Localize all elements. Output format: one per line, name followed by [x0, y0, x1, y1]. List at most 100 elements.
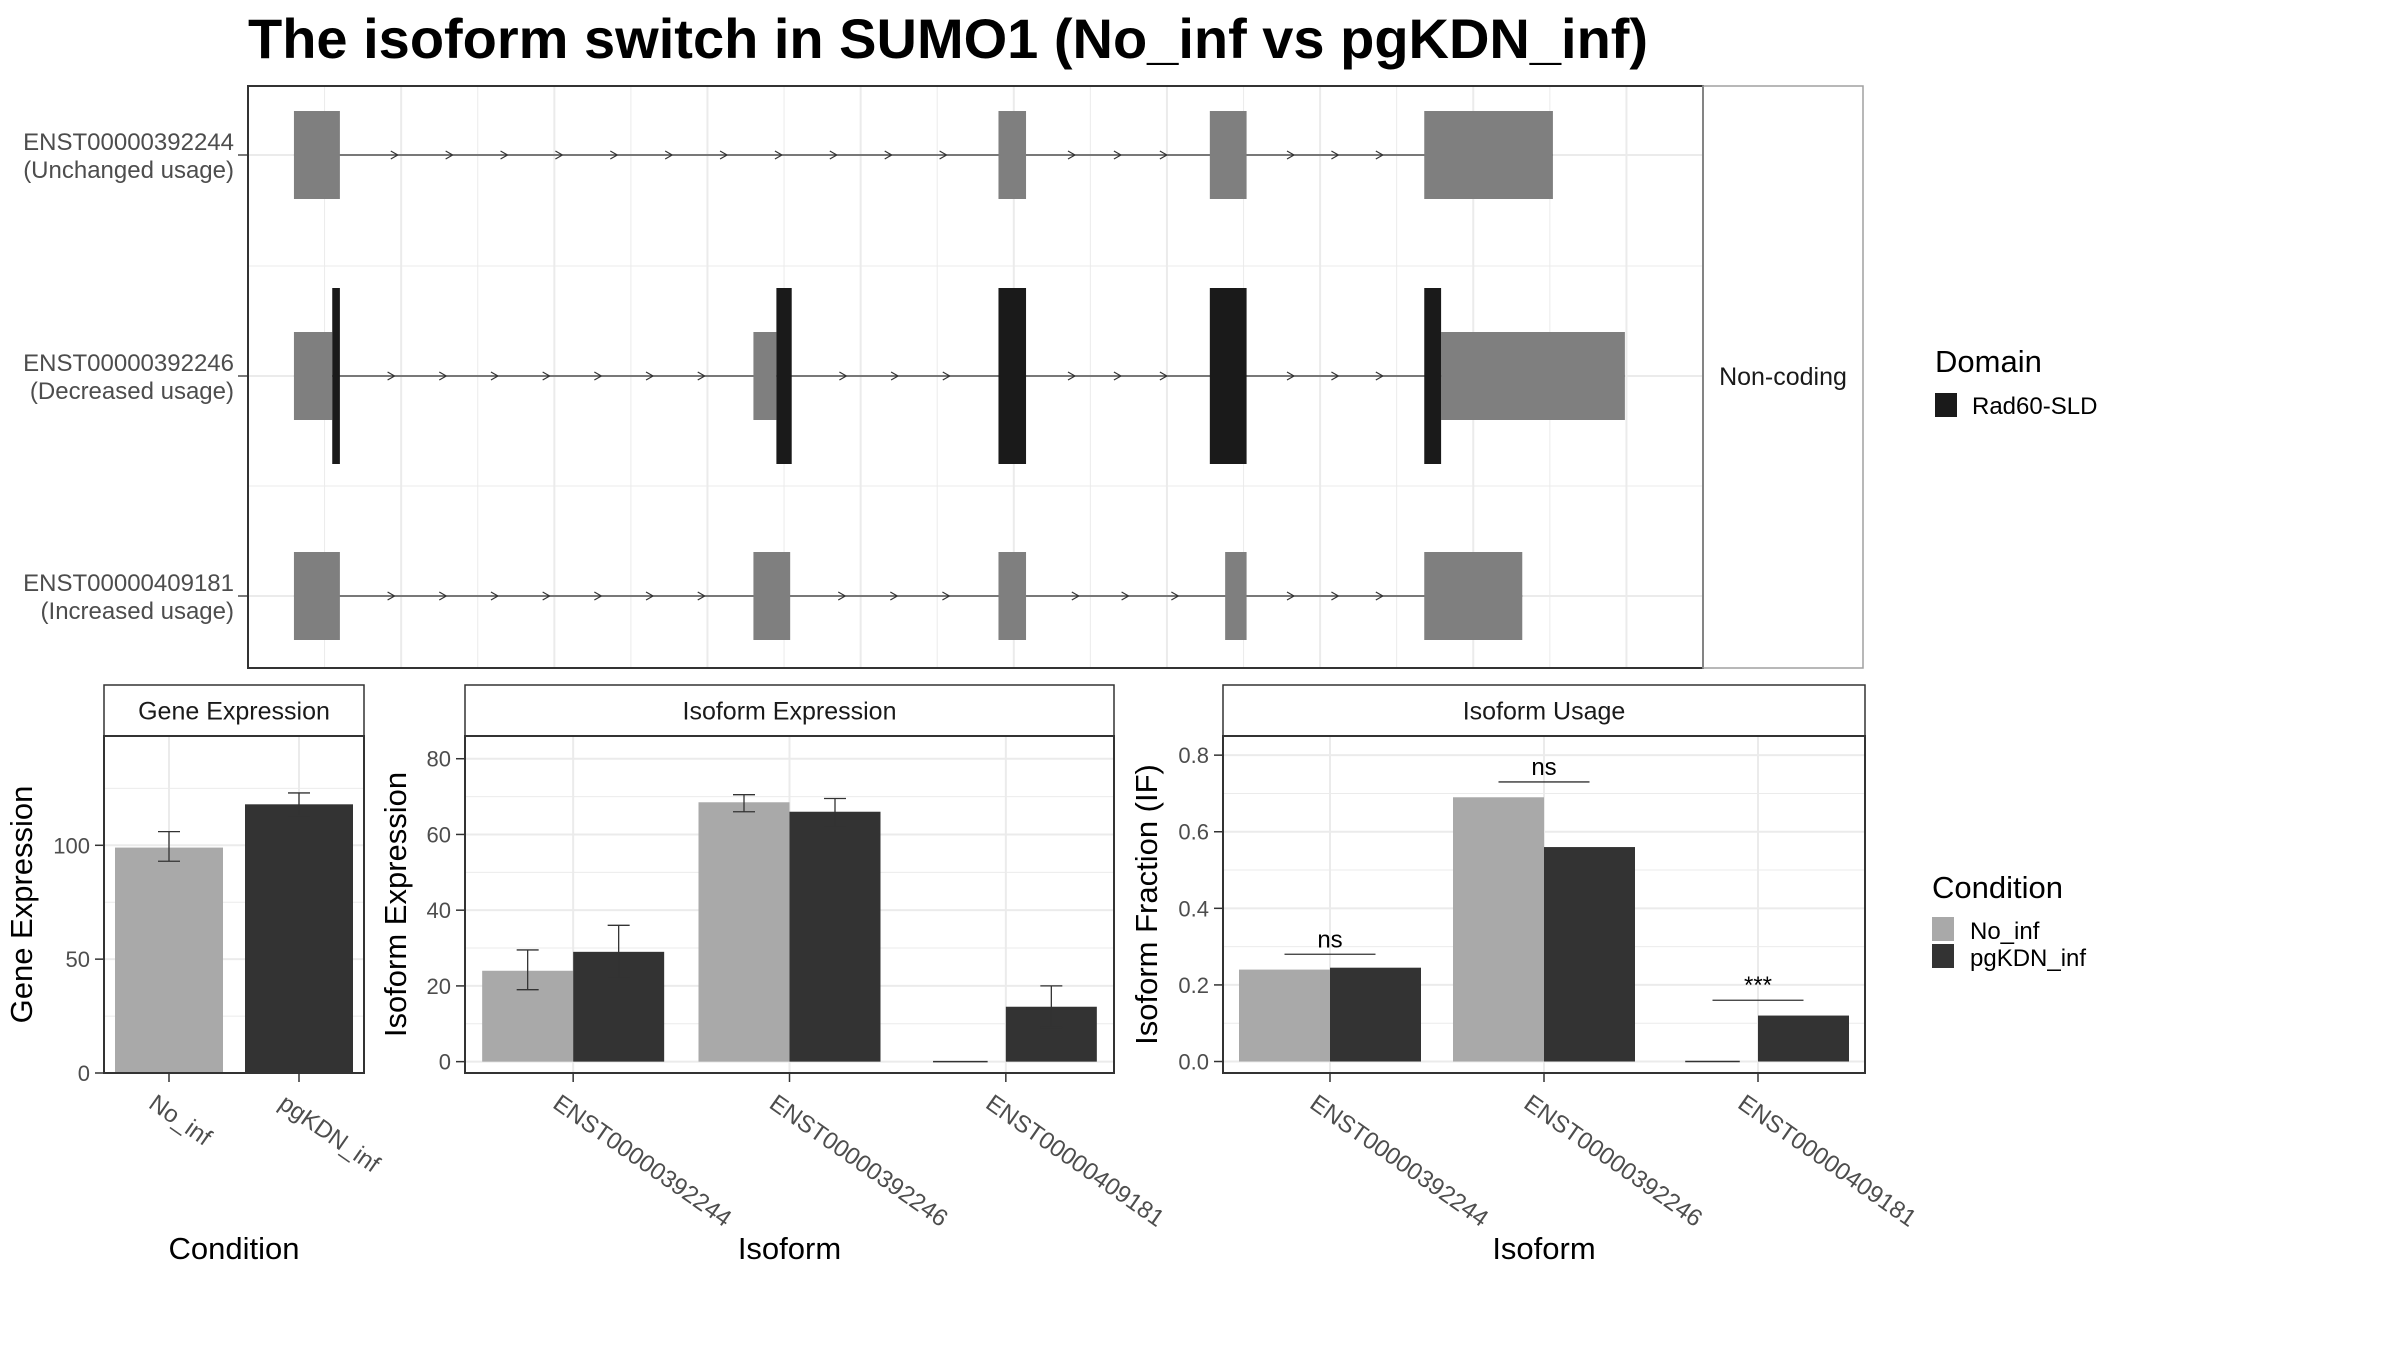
intron-direction-arrow	[542, 591, 551, 601]
intron-direction-arrow	[1071, 591, 1081, 601]
intron-direction-arrow	[610, 150, 619, 160]
intron-direction-arrow	[1286, 371, 1296, 381]
intron-direction-arrow	[390, 150, 399, 160]
intron-direction-arrow	[942, 371, 951, 381]
transcript-id-label: ENST00000392244	[23, 129, 234, 156]
intron-direction-arrow	[555, 150, 564, 160]
utr-exon	[293, 332, 333, 420]
intron-direction-arrow	[1159, 150, 1169, 160]
utr-exon	[293, 552, 340, 640]
isoform-expression-panel: Isoform Expression 0 20 40 60 80 ENST000003922…	[378, 684, 1169, 1266]
utr-exon	[293, 111, 340, 199]
utr-exon	[998, 552, 1027, 640]
intron-direction-arrow	[664, 150, 674, 160]
figure-title: The isoform switch in SUMO1 (No_inf vs p…	[248, 7, 1648, 70]
y-tick-label: 60	[427, 822, 451, 847]
y-axis-title: Isoform Expression	[378, 772, 413, 1037]
intron-direction-arrow	[1159, 371, 1169, 381]
domain-exon	[1209, 288, 1247, 464]
intron-direction-arrow	[890, 591, 899, 601]
panel-title: Isoform Expression	[683, 698, 897, 726]
intron-direction-arrow	[1375, 591, 1385, 601]
utr-exon	[1225, 552, 1247, 640]
x-tick-label: ENST00000392246	[764, 1090, 952, 1233]
condition-legend-label-pgkdn-inf: pgKDN_inf	[1970, 945, 2086, 972]
panel-title-strip	[1222, 684, 1866, 737]
utr-exon	[1209, 111, 1247, 199]
transcript-id-label: ENST00000409181	[23, 570, 234, 597]
panel-title-strip	[464, 684, 1115, 737]
y-tick-label: 0.4	[1178, 896, 1209, 921]
bar	[789, 811, 881, 1062]
utr-exon	[1424, 552, 1523, 640]
domain-legend-key	[1935, 393, 1957, 417]
condition-legend-label-no-inf: No_inf	[1970, 918, 2040, 945]
intron-direction-arrow	[697, 371, 706, 381]
transcript-usage-label: (Unchanged usage)	[23, 157, 234, 184]
y-tick-label: 0	[439, 1050, 451, 1075]
intron-direction-arrow	[719, 150, 729, 160]
facet-label: Non-coding	[1719, 363, 1847, 391]
domain-legend: Domain Rad60-SLD	[1935, 344, 2097, 420]
significance-label: ***	[1744, 972, 1772, 999]
y-tick-label: 80	[427, 747, 451, 772]
intron-direction-arrow	[1067, 150, 1077, 160]
bar	[245, 804, 353, 1073]
intron-direction-arrow	[438, 591, 448, 601]
intron-direction-arrow	[387, 591, 396, 601]
intron-direction-arrow	[1331, 591, 1340, 601]
utr-exon	[753, 552, 791, 640]
intron-direction-arrow	[1286, 591, 1296, 601]
condition-legend: Condition No_inf pgKDN_inf	[1932, 870, 2086, 972]
intron-direction-arrow	[542, 371, 551, 381]
intron-direction-arrow	[942, 591, 951, 601]
bar	[1544, 847, 1635, 1062]
x-axis-title: Isoform	[1492, 1231, 1595, 1266]
intron-direction-arrow	[594, 591, 603, 601]
intron-direction-arrow	[1171, 591, 1180, 601]
intron-direction-arrow	[839, 371, 848, 381]
bar	[115, 847, 223, 1073]
intron-direction-arrow	[837, 591, 847, 601]
plot-border	[103, 735, 365, 1074]
y-axis-title: Isoform Fraction (IF)	[1129, 764, 1164, 1045]
panel-title: Gene Expression	[138, 698, 330, 726]
domain-exon	[776, 288, 792, 464]
x-axis-title: Condition	[169, 1231, 300, 1266]
domain-legend-label: Rad60-SLD	[1972, 393, 2097, 420]
domain-exon	[1424, 288, 1442, 464]
intron-direction-arrow	[1286, 150, 1296, 160]
facet-strip	[1702, 85, 1864, 669]
utr-exon	[1424, 111, 1553, 199]
y-tick-label: 0.2	[1178, 973, 1209, 998]
intron-direction-arrow	[438, 371, 448, 381]
intron-direction-arrow	[1113, 371, 1123, 381]
panel-title: Isoform Usage	[1463, 698, 1626, 726]
intron-direction-arrow	[774, 150, 784, 160]
x-tick-label: ENST00000392244	[1305, 1090, 1493, 1233]
intron-direction-arrow	[890, 371, 900, 381]
y-tick-label: 0.8	[1178, 743, 1209, 768]
domain-exon	[332, 288, 340, 464]
transcript-usage-label: (Increased usage)	[41, 598, 234, 625]
transcript-structure-panel: ENST00000392244(Unchanged usage) ENST0000…	[23, 85, 1864, 669]
intron-direction-arrow	[1375, 150, 1385, 160]
y-tick-label: 20	[427, 974, 451, 999]
utr-exon	[998, 111, 1027, 199]
utr-exon	[1441, 332, 1625, 420]
intron-direction-arrow	[1375, 371, 1385, 381]
isoform-usage-panel: Isoform Usage 0.0 0.2 0.4 0.6 0.8 ns ns *** ENST0…	[1129, 684, 1921, 1266]
intron-direction-arrow	[1121, 591, 1130, 601]
x-axis-title: Isoform	[738, 1231, 841, 1266]
domain-legend-title: Domain	[1935, 344, 2042, 379]
bar	[1453, 797, 1544, 1062]
intron-direction-arrow	[1113, 150, 1123, 160]
intron-direction-arrow	[1331, 150, 1340, 160]
intron-direction-arrow	[490, 371, 500, 381]
utr-exon	[753, 332, 777, 420]
y-tick-label: 50	[66, 947, 90, 972]
intron-direction-arrow	[500, 150, 509, 160]
intron-direction-arrow	[884, 150, 893, 160]
gene-expression-panel: Gene Expression 0 50 100 No_inf pgKDN_inf Cond…	[4, 684, 385, 1266]
